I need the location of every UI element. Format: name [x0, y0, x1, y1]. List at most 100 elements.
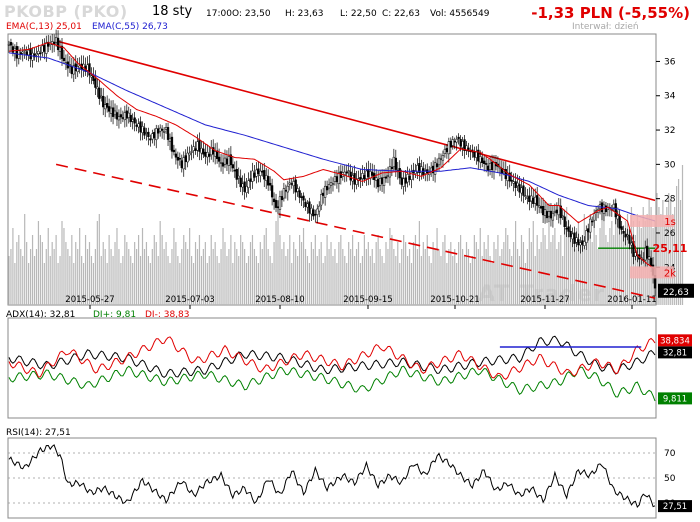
candle-body	[604, 205, 608, 213]
candle-body	[406, 174, 409, 183]
candle-body	[371, 171, 374, 176]
volume-bar	[624, 221, 627, 305]
candle-body	[129, 114, 132, 123]
volume-bar	[191, 256, 193, 305]
candle-body	[298, 190, 301, 198]
volume-bar	[8, 256, 10, 305]
volume-bar	[295, 249, 297, 305]
volume-bar	[509, 249, 511, 305]
rsi-y-tick-label: 50	[664, 474, 676, 484]
candle-body	[508, 172, 511, 182]
volume-bar	[104, 249, 106, 305]
volume-bar	[587, 228, 589, 305]
volume-bar	[605, 235, 607, 305]
volume-bar	[128, 249, 130, 305]
volume-bar	[375, 242, 377, 305]
candle-body	[359, 176, 362, 180]
candle-body	[204, 151, 207, 157]
volume-bar	[312, 249, 314, 305]
candle-body	[251, 170, 254, 182]
volume-bar	[628, 228, 631, 305]
volume-bar	[86, 249, 89, 305]
candle-body	[219, 162, 223, 164]
candle-body	[304, 201, 307, 207]
quote-open: O: 23,50	[232, 9, 271, 19]
candle-body	[400, 177, 403, 185]
volume-bar	[617, 207, 619, 305]
volume-bar	[53, 249, 55, 305]
x-tick-label: 2015-11-27	[520, 295, 569, 305]
candle-body	[162, 131, 166, 133]
volume-bar	[461, 249, 464, 305]
volume-bar	[481, 256, 483, 305]
volume-bar	[181, 249, 183, 305]
volume-bar	[22, 256, 24, 305]
volume-bar	[346, 263, 348, 305]
volume-bar	[318, 249, 320, 305]
volume-bar	[344, 256, 346, 305]
volume-bar	[412, 242, 415, 305]
volume-bar	[214, 242, 216, 305]
volume-bar	[136, 249, 138, 305]
candle-body	[133, 117, 136, 124]
volume-bar	[664, 221, 666, 305]
volume-bar	[526, 249, 528, 305]
volume-bar	[395, 256, 397, 305]
volume-bar	[485, 249, 487, 305]
volume-bar	[681, 165, 684, 305]
volume-bar	[536, 235, 538, 305]
volume-bar	[187, 249, 189, 305]
volume-bar	[291, 263, 293, 305]
volume-bar	[542, 228, 544, 305]
di-minus-label: DI-: 38,83	[145, 310, 190, 320]
volume-bar	[361, 256, 364, 305]
volume-bar	[393, 249, 395, 305]
volume-bar	[383, 263, 385, 305]
volume-bar	[668, 193, 670, 305]
candle-body	[274, 200, 278, 208]
volume-bar	[489, 256, 491, 305]
quote-volume: Vol: 4556549	[430, 9, 490, 19]
volume-bar	[516, 249, 519, 305]
candle-body	[290, 183, 293, 185]
candle-body	[300, 196, 303, 198]
candle-body	[200, 147, 203, 154]
candle-body	[111, 107, 115, 117]
candle-body	[131, 119, 134, 122]
volume-bar	[275, 221, 277, 305]
candle-body	[268, 182, 272, 186]
candle-body	[263, 170, 266, 180]
candle-body	[70, 66, 73, 75]
volume-bar	[134, 242, 136, 305]
candle-body	[378, 177, 382, 186]
candle-body	[270, 185, 274, 198]
candle-body	[170, 136, 174, 152]
volume-bar	[336, 263, 338, 305]
volume-bar	[654, 221, 656, 305]
volume-bar	[206, 263, 208, 305]
volume-bar	[157, 256, 159, 305]
candle-body	[109, 107, 113, 114]
volume-bar	[615, 200, 617, 305]
volume-bar	[320, 242, 322, 305]
volume-bar	[279, 235, 281, 305]
volume-bar	[49, 256, 51, 305]
volume-bar	[41, 242, 43, 305]
candle-body	[361, 173, 364, 179]
volume-bar	[163, 249, 165, 305]
candle-body	[241, 183, 244, 188]
volume-bar	[544, 235, 546, 305]
rsi-last-label: 27,51	[663, 502, 687, 512]
candle-body	[349, 171, 352, 181]
adx-series-di-line	[8, 336, 656, 380]
volume-bar	[593, 221, 595, 305]
candle-body	[486, 165, 490, 172]
candle-body	[392, 156, 396, 168]
candle-body	[320, 194, 323, 206]
volume-bar	[230, 235, 232, 305]
volume-bar	[560, 235, 562, 305]
candle-body	[27, 49, 30, 56]
volume-bar	[432, 242, 434, 305]
volume-bar	[658, 207, 660, 305]
